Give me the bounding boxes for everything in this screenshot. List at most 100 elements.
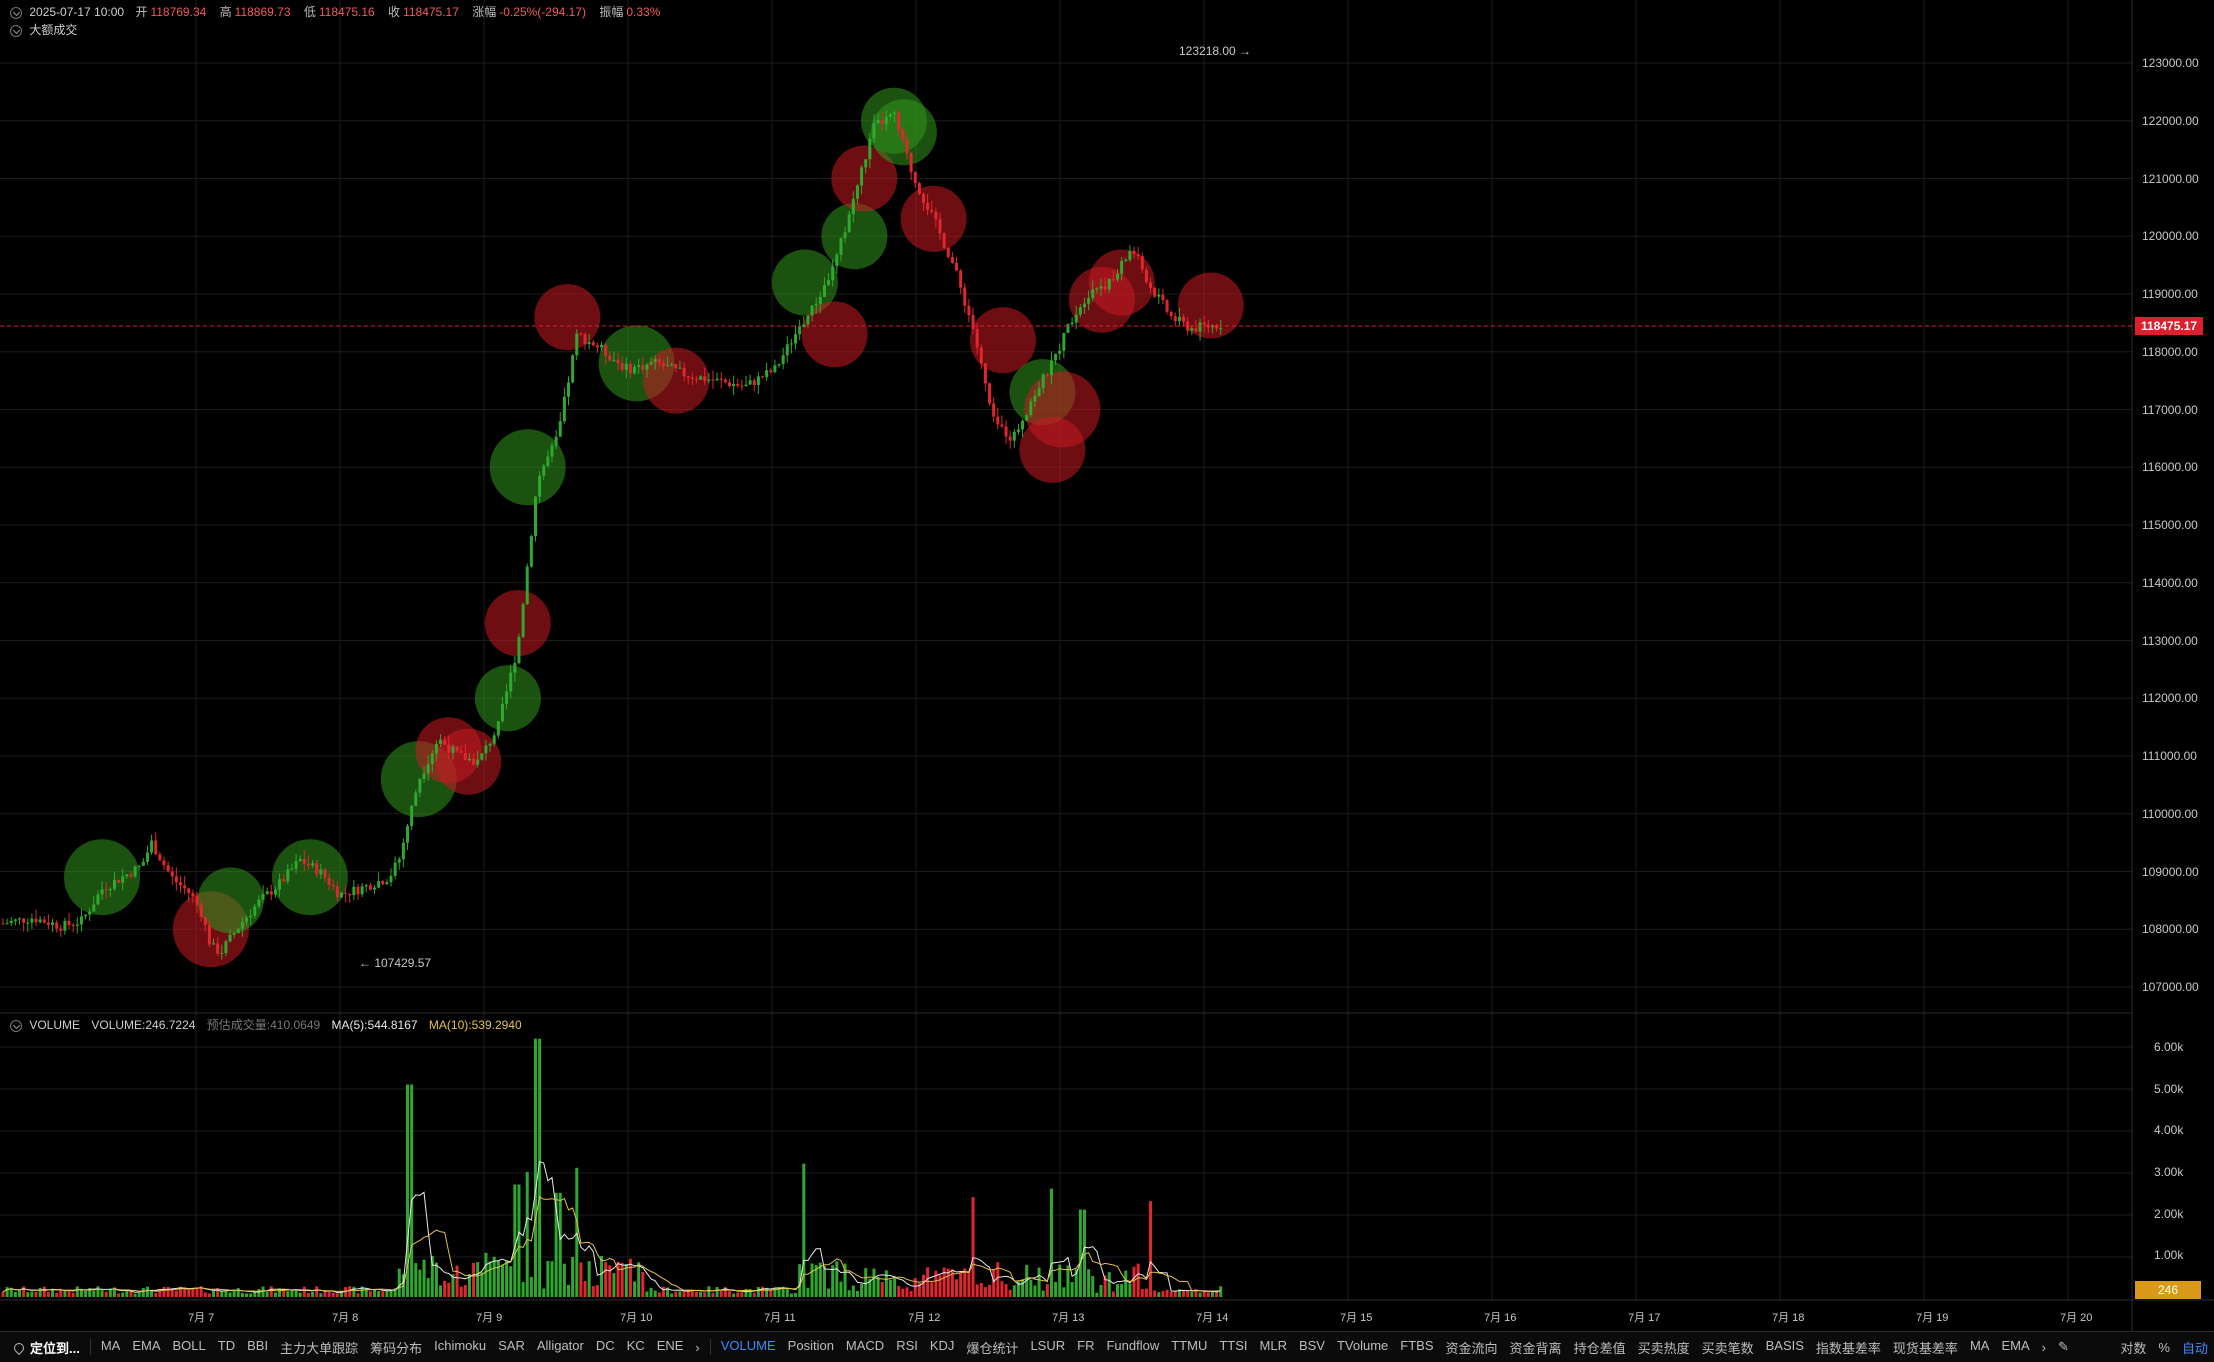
indicator-item[interactable]: 指数基差率 <box>1815 1340 1881 1356</box>
indicator-item[interactable]: EMA <box>2001 1337 2030 1353</box>
candle-body <box>1087 298 1091 304</box>
indicator-item[interactable]: EMA <box>132 1337 161 1353</box>
volume-bar <box>1074 1269 1078 1297</box>
indicator-item[interactable]: LSUR <box>1030 1337 1066 1353</box>
indicator-item[interactable]: 现货基差率 <box>1892 1340 1958 1356</box>
candle-body <box>79 916 83 925</box>
candle-body <box>1041 374 1045 389</box>
indicator-item[interactable]: 买卖笔数 <box>1701 1340 1754 1356</box>
indicator-item[interactable]: 主力大单跟踪 <box>280 1340 359 1356</box>
indicator-item[interactable]: ENE <box>656 1337 684 1353</box>
scale-log-button[interactable]: 对数 <box>2120 1340 2147 1356</box>
indicator-item[interactable]: MACD <box>845 1337 885 1353</box>
indicator-item[interactable]: Fundflow <box>1106 1337 1160 1353</box>
indicator-item[interactable]: 爆仓统计 <box>966 1340 1019 1356</box>
indicator-item[interactable]: BSV <box>1298 1337 1325 1353</box>
volume-bar <box>5 1287 9 1297</box>
chevron-right-icon[interactable]: › <box>695 1339 700 1355</box>
candle-body <box>9 920 13 924</box>
indicator-item[interactable]: FTBS <box>1400 1337 1434 1353</box>
indicator-item[interactable]: 资金流向 <box>1445 1340 1498 1356</box>
price-axis-label: 123000.00 <box>2142 56 2199 70</box>
volume-bar <box>463 1284 467 1297</box>
indicator-item[interactable]: BOLL <box>172 1337 206 1353</box>
edit-icon[interactable]: ✎ <box>2057 1339 2069 1354</box>
volume-bar <box>604 1262 608 1297</box>
chevron-right-icon[interactable]: › <box>2041 1339 2046 1355</box>
candle-body <box>558 421 562 437</box>
candle-body <box>996 416 1000 425</box>
indicator-item[interactable]: TTSI <box>1219 1337 1248 1353</box>
indicator-item[interactable]: Ichimoku <box>434 1337 487 1353</box>
volume-bar <box>1219 1286 1223 1297</box>
indicator-item[interactable]: 买卖热度 <box>1637 1340 1690 1356</box>
collapse-icon[interactable] <box>10 6 22 19</box>
indicator-item[interactable]: Position <box>787 1337 834 1353</box>
candle-body <box>1177 316 1181 322</box>
indicator-item[interactable]: 资金背离 <box>1509 1340 1562 1356</box>
volume-bar <box>1215 1291 1219 1297</box>
locate-button[interactable]: 定位到... <box>0 1338 86 1357</box>
indicator-item[interactable]: SAR <box>498 1337 525 1353</box>
candle-body <box>294 861 298 869</box>
candle-body <box>232 933 236 935</box>
candle-body <box>864 159 868 168</box>
indicator-item[interactable]: KDJ <box>929 1337 955 1353</box>
volume-bar <box>42 1286 46 1297</box>
indicator-item[interactable]: KC <box>626 1337 645 1353</box>
large-trade-bubble <box>801 301 868 368</box>
volume-bar <box>1198 1292 1202 1297</box>
indicator-item[interactable]: MLR <box>1259 1337 1287 1353</box>
candle-body <box>1157 294 1161 297</box>
volume-bar <box>988 1284 992 1297</box>
indicator-item[interactable]: MA <box>1969 1337 1990 1353</box>
volume-bar <box>835 1261 839 1297</box>
volume-bar <box>1132 1266 1136 1297</box>
collapse-icon[interactable] <box>10 1019 22 1032</box>
scale-auto-button[interactable]: 自动 <box>2181 1340 2208 1356</box>
indicator-item[interactable]: TTMU <box>1171 1337 1208 1353</box>
indicator-item[interactable]: FR <box>1077 1337 1095 1353</box>
candle-body <box>938 219 942 234</box>
candle-body <box>253 906 257 916</box>
volume-bar <box>1091 1276 1095 1297</box>
collapse-icon[interactable] <box>10 24 22 37</box>
indicator-item[interactable]: TD <box>217 1337 236 1353</box>
volume-bar <box>818 1262 822 1297</box>
price-chart[interactable] <box>0 0 2214 1331</box>
candle-body <box>562 396 566 422</box>
indicator-item[interactable]: 持仓差值 <box>1573 1340 1626 1356</box>
scale-percent-button[interactable]: % <box>2158 1339 2170 1355</box>
indicator-item[interactable]: Alligator <box>536 1337 584 1353</box>
indicator-item[interactable]: BBI <box>247 1337 269 1353</box>
indicator-item[interactable]: RSI <box>896 1337 918 1353</box>
candle-body <box>1099 286 1103 289</box>
candle-body <box>397 859 401 863</box>
indicator-item[interactable]: DC <box>595 1337 615 1353</box>
indicator-item[interactable]: MA <box>100 1337 121 1353</box>
volume-bar <box>690 1289 694 1297</box>
candle-body <box>533 496 537 537</box>
volume-bar <box>847 1290 851 1297</box>
candle-body <box>1111 278 1115 280</box>
overlay-label[interactable]: 大额成交 <box>29 23 78 37</box>
candle-body <box>1202 322 1206 325</box>
volume-bar <box>112 1287 116 1297</box>
indicator-item[interactable]: TVolume <box>1336 1337 1389 1353</box>
indicator-item[interactable]: VOLUME <box>720 1337 776 1353</box>
candle-body <box>839 238 843 255</box>
volume-bar <box>694 1291 698 1297</box>
volume-bar <box>727 1291 731 1297</box>
indicator-item[interactable]: 筹码分布 <box>370 1340 423 1356</box>
volume-bar <box>154 1293 158 1297</box>
candle-body <box>187 888 191 894</box>
volume-bar <box>63 1289 67 1297</box>
candle-body <box>443 739 447 745</box>
volume-bar <box>1037 1267 1041 1297</box>
indicator-item[interactable]: BASIS <box>1765 1337 1804 1353</box>
candle-body <box>765 370 769 378</box>
candle-body <box>942 233 946 248</box>
candle-body <box>315 863 319 875</box>
candle-body <box>1008 436 1012 441</box>
volume-bar <box>1004 1284 1008 1297</box>
